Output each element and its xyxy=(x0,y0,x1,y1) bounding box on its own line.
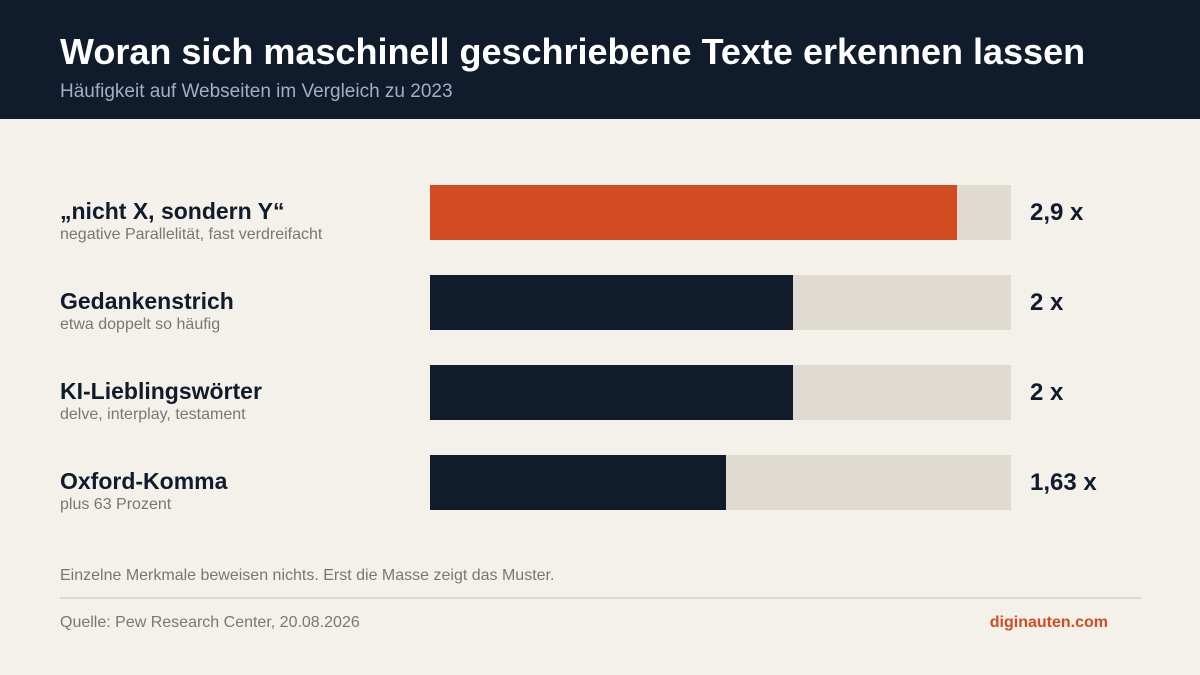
bar-track xyxy=(430,455,1011,510)
bar-chart: „nicht X, sondern Y“ negative Parallelit… xyxy=(0,119,1200,539)
bar-value-label: 2 x xyxy=(1030,379,1064,406)
category-label: Gedankenstrich xyxy=(60,288,234,314)
category-description: plus 63 Prozent xyxy=(60,496,172,513)
category-description: etwa doppelt so häufig xyxy=(60,316,221,333)
header: Woran sich maschinell geschriebene Texte… xyxy=(0,0,1200,119)
bar-value-label: 2 x xyxy=(1030,289,1064,316)
bar-value-fill xyxy=(430,365,794,420)
bar-value-label: 1,63 x xyxy=(1030,469,1097,496)
category-label: Oxford-Komma xyxy=(60,468,228,494)
chart-row-negative-parallelism: „nicht X, sondern Y“ negative Parallelit… xyxy=(0,185,1200,275)
bar-value-label: 2,9 x xyxy=(1030,199,1084,226)
chart-row-dash: Gedankenstrich etwa doppelt so häufig 2 … xyxy=(0,275,1200,365)
bar-track xyxy=(430,365,1011,420)
bar-track xyxy=(430,185,1011,240)
chart-subtitle: Häufigkeit auf Webseiten im Vergleich zu… xyxy=(60,81,453,102)
source-text: Quelle: Pew Research Center, 20.08.2026 xyxy=(60,614,360,631)
chart-title: Woran sich maschinell geschriebene Texte… xyxy=(60,31,1086,72)
bar-value-fill xyxy=(430,275,794,330)
bar-value-fill xyxy=(430,455,726,510)
footer-divider xyxy=(60,597,1141,599)
category-label: „nicht X, sondern Y“ xyxy=(60,198,285,224)
chart-row-ai-favorite-words: KI-Lieblingswörter delve, interplay, tes… xyxy=(0,365,1200,455)
category-label: KI-Lieblingswörter xyxy=(60,378,262,404)
bar-value-fill xyxy=(430,185,957,240)
category-description: negative Parallelität, fast verdreifacht xyxy=(60,226,323,243)
chart-row-oxford-comma: Oxford-Komma plus 63 Prozent 1,63 x xyxy=(0,455,1200,545)
footnote: Einzelne Merkmale beweisen nichts. Erst … xyxy=(60,567,555,584)
bar-track xyxy=(430,275,1011,330)
category-description: delve, interplay, testament xyxy=(60,406,246,423)
brand-link[interactable]: diginauten.com xyxy=(989,614,1108,631)
